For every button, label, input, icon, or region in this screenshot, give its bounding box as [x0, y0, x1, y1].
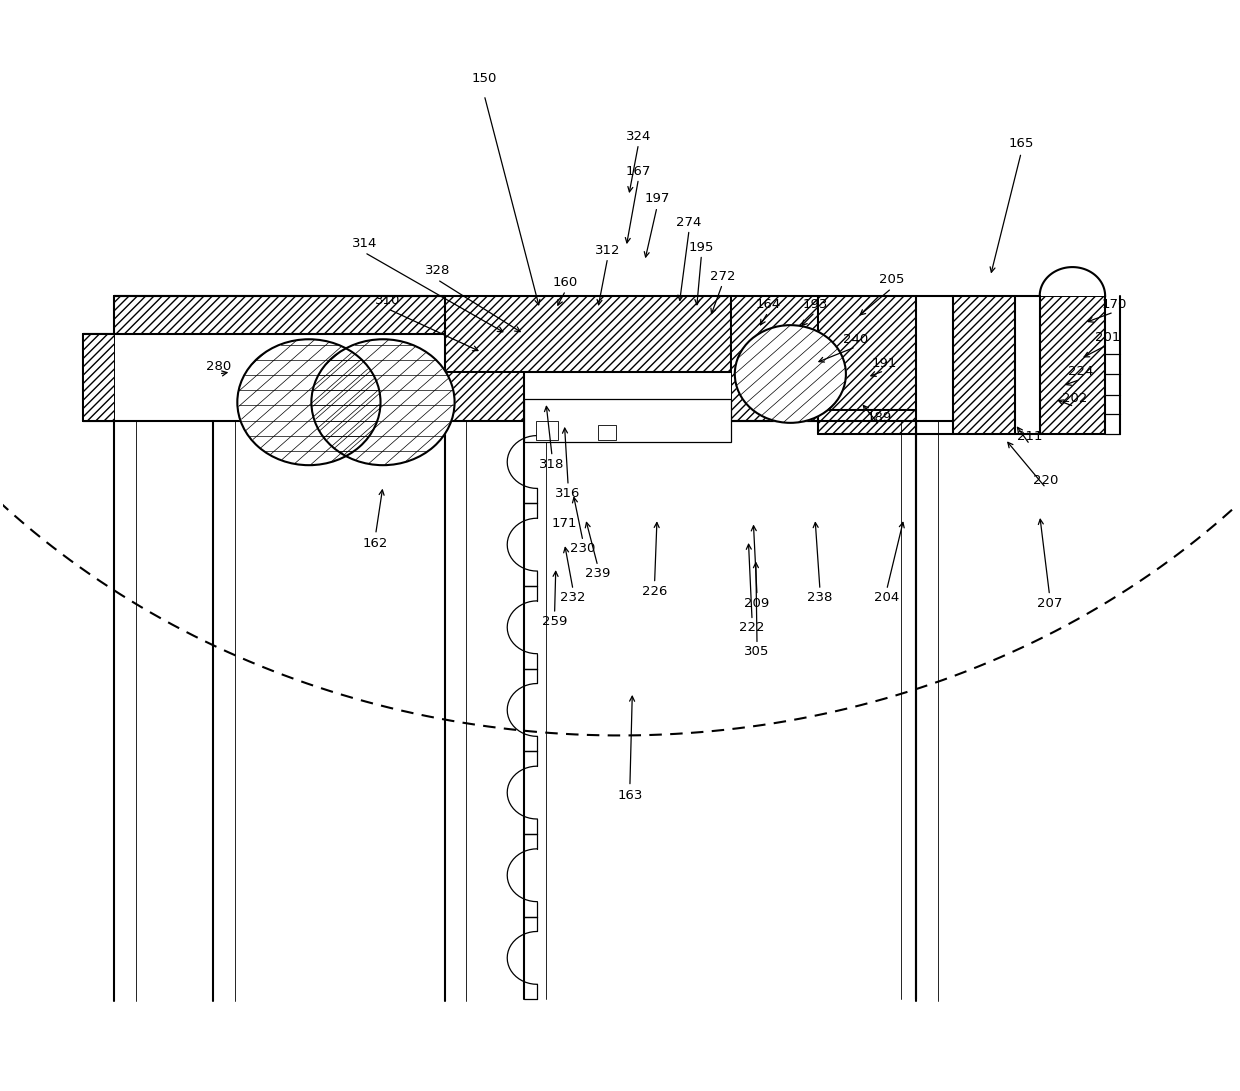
- Bar: [83, 334, 114, 421]
- Text: 211: 211: [1017, 431, 1043, 443]
- Text: 160: 160: [553, 276, 578, 289]
- Text: 220: 220: [1033, 473, 1059, 487]
- Text: 204: 204: [874, 591, 899, 604]
- Text: 171: 171: [552, 517, 577, 530]
- Text: 328: 328: [424, 264, 450, 277]
- Text: 207: 207: [1037, 597, 1063, 610]
- Text: 324: 324: [626, 130, 651, 143]
- Text: 224: 224: [1068, 365, 1094, 379]
- Bar: [817, 410, 916, 434]
- Circle shape: [237, 339, 381, 465]
- Text: 162: 162: [363, 537, 388, 550]
- Text: 209: 209: [744, 597, 770, 610]
- Text: 318: 318: [539, 457, 564, 470]
- Text: 170: 170: [1101, 298, 1126, 311]
- Text: 202: 202: [1061, 393, 1087, 406]
- Bar: [954, 296, 1016, 434]
- Bar: [536, 421, 558, 440]
- Text: 316: 316: [556, 487, 580, 500]
- Circle shape: [311, 339, 455, 465]
- Bar: [445, 296, 732, 372]
- Text: 191: 191: [872, 357, 897, 370]
- Text: 189: 189: [867, 411, 892, 424]
- Bar: [817, 296, 916, 410]
- Text: 272: 272: [709, 269, 735, 283]
- Text: 150: 150: [471, 72, 497, 85]
- Text: 165: 165: [1008, 137, 1034, 151]
- Text: 240: 240: [843, 333, 868, 346]
- Text: 230: 230: [570, 542, 595, 555]
- Text: 167: 167: [626, 165, 651, 178]
- Text: 195: 195: [688, 240, 714, 253]
- Bar: [598, 424, 615, 440]
- Text: 305: 305: [744, 646, 770, 658]
- Bar: [523, 399, 732, 442]
- Bar: [445, 372, 523, 421]
- Text: 238: 238: [807, 591, 833, 604]
- Text: 222: 222: [739, 622, 765, 635]
- Text: 205: 205: [879, 273, 904, 286]
- Text: 232: 232: [560, 591, 585, 604]
- Text: 163: 163: [618, 789, 642, 802]
- Text: 312: 312: [595, 243, 620, 256]
- Text: 164: 164: [755, 298, 781, 311]
- Text: 314: 314: [352, 237, 377, 250]
- Text: 201: 201: [1095, 331, 1120, 344]
- Bar: [114, 296, 445, 334]
- Text: 197: 197: [645, 192, 670, 205]
- Bar: [1039, 296, 1105, 434]
- Text: 274: 274: [677, 216, 702, 228]
- Text: 310: 310: [376, 293, 401, 307]
- Text: 226: 226: [642, 585, 667, 598]
- Text: 259: 259: [542, 615, 567, 628]
- Text: 280: 280: [206, 360, 232, 373]
- Text: 193: 193: [802, 298, 828, 311]
- Bar: [732, 296, 817, 421]
- Circle shape: [735, 325, 846, 423]
- Text: 239: 239: [585, 567, 610, 580]
